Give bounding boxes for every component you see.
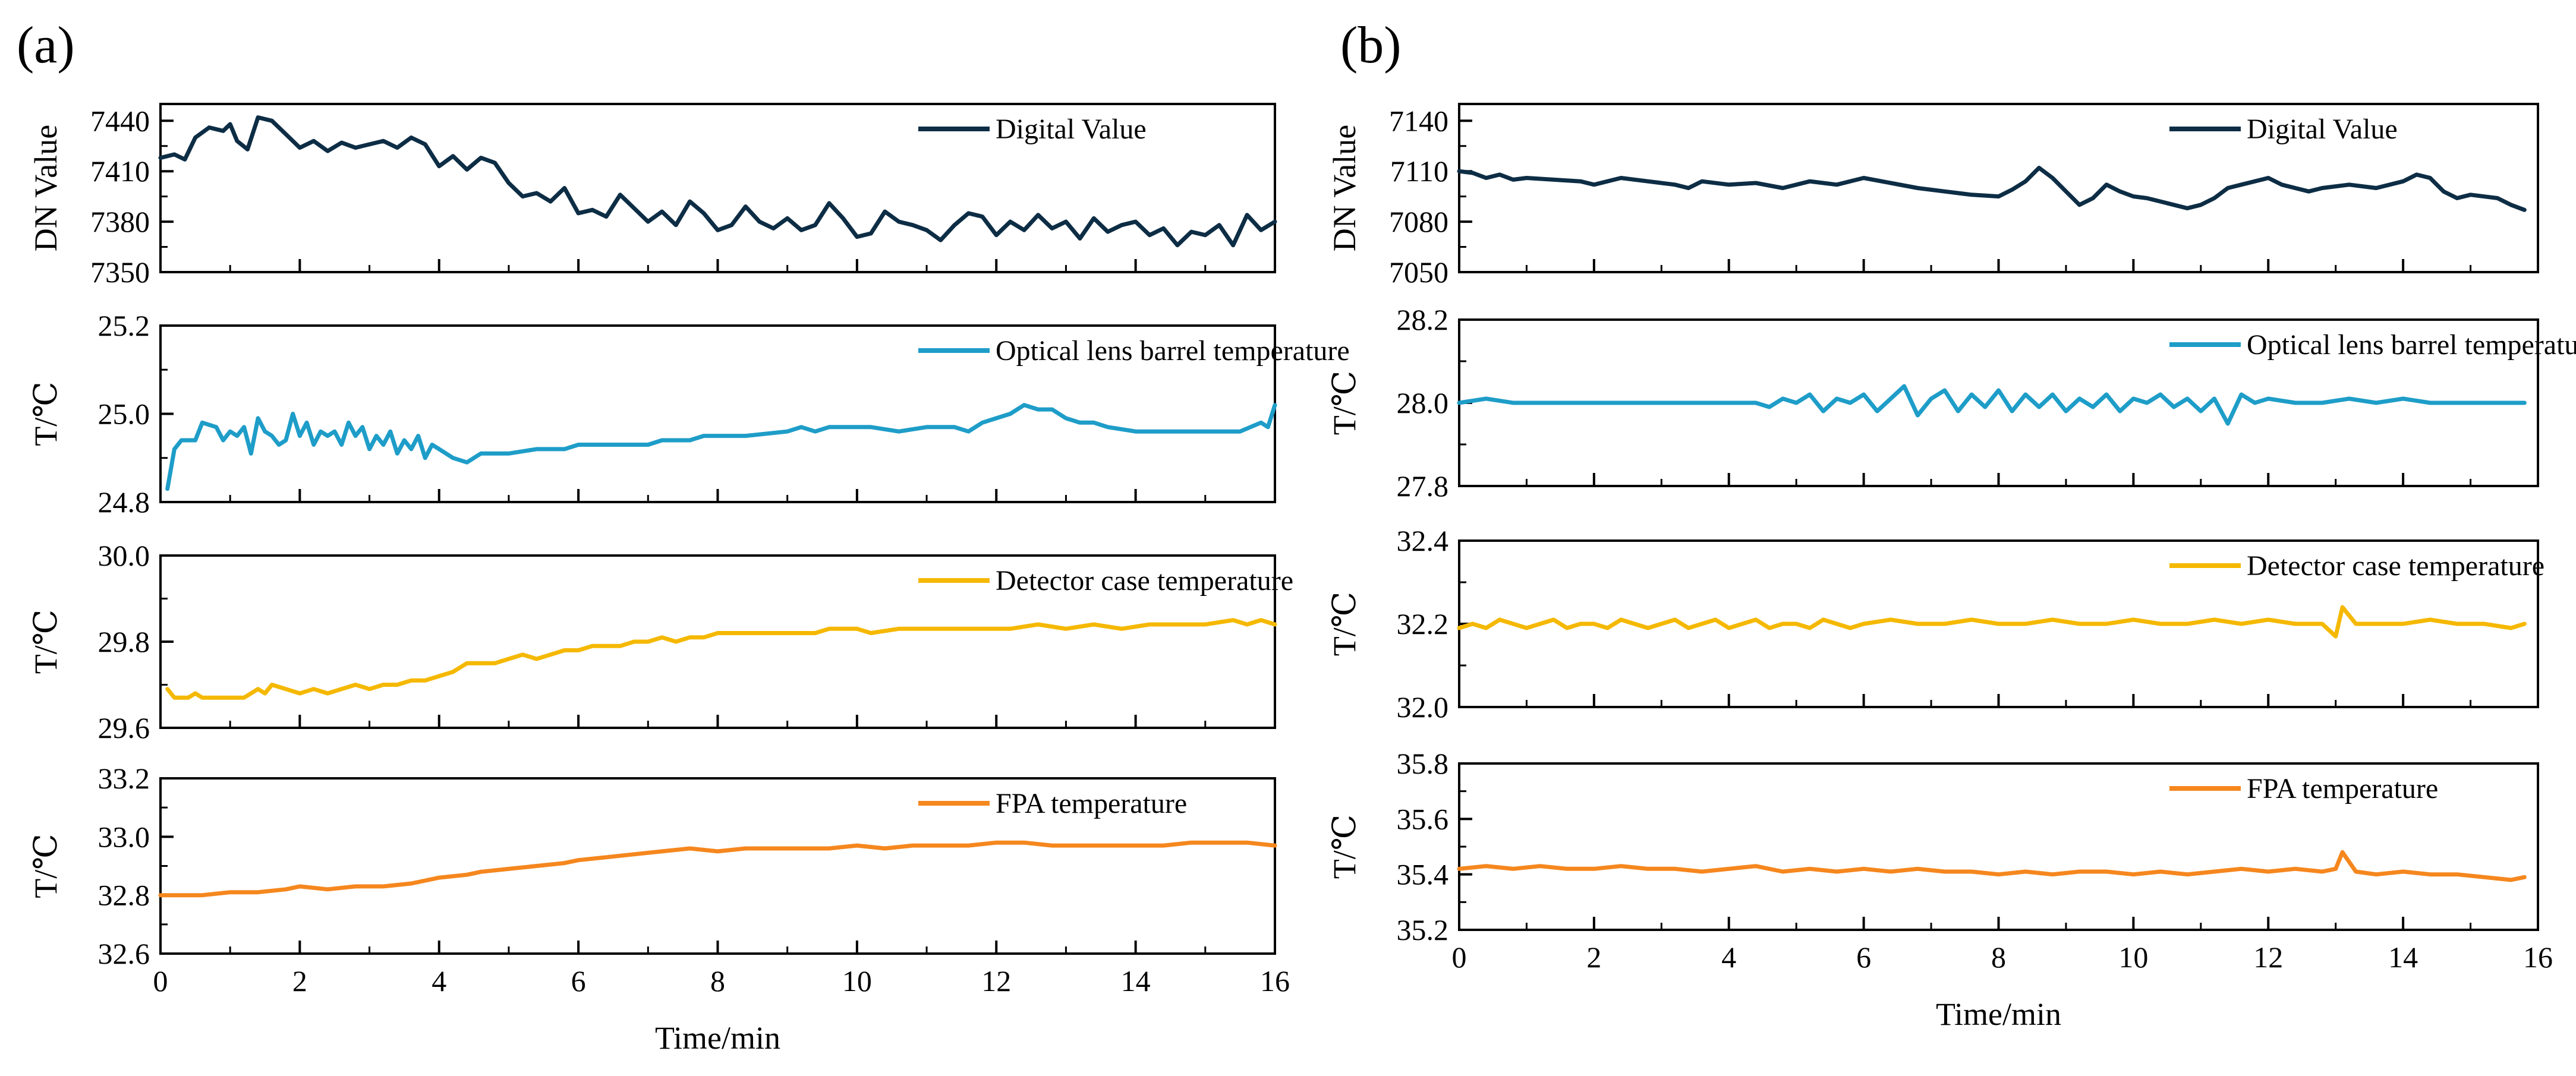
y-tick-label: 35.6 — [1397, 802, 1449, 835]
y-axis-label: T/℃ — [1327, 592, 1362, 656]
y-axis-label: DN Value — [28, 125, 64, 251]
x-tick-label: 2 — [292, 964, 307, 998]
y-tick-label: 32.2 — [1397, 607, 1449, 640]
x-tick-label: 16 — [2523, 941, 2553, 974]
y-tick-label: 25.2 — [98, 309, 150, 342]
y-tick-label: 32.0 — [1397, 690, 1449, 724]
series-line — [1457, 166, 2527, 212]
y-tick-label: 7410 — [90, 154, 150, 188]
y-tick-label: 35.2 — [1397, 913, 1449, 946]
y-tick-label: 7350 — [90, 255, 150, 289]
y-tick-label: 24.8 — [98, 485, 150, 519]
y-tick-label: 35.8 — [1397, 747, 1449, 780]
panel-label: (a) — [17, 17, 75, 74]
x-tick-label: 12 — [981, 964, 1011, 998]
y-tick-label: 29.6 — [98, 711, 150, 744]
y-tick-label: 33.2 — [98, 762, 150, 795]
panel-b: (b) 7050 7080 7110 7140 DN Value Digital Value… — [1327, 17, 2576, 1032]
x-tick-label: 2 — [1586, 941, 1601, 974]
x-tick-label: 8 — [710, 964, 725, 998]
y-tick-label: 7110 — [1390, 154, 1448, 188]
legend-label: Optical lens barrel temperature — [2247, 329, 2576, 361]
subplot-3: 29.6 29.8 30.0 T/℃ Detector case temperature — [28, 539, 1293, 744]
x-tick-label: 0 — [153, 964, 168, 998]
series-line — [1457, 384, 2527, 426]
series-line — [1457, 850, 2527, 882]
y-tick-label: 28.2 — [1397, 303, 1449, 336]
panel-a: (a) 7350 7380 7410 7440 DN Value Digital Value… — [17, 17, 1350, 1056]
y-tick-label: 33.0 — [98, 820, 150, 853]
subplot-3: 32.0 32.2 32.4 T/℃ Detector case temperature — [1327, 524, 2544, 724]
legend-label: Digital Value — [2247, 113, 2398, 145]
y-tick-label: 7050 — [1389, 255, 1448, 289]
y-tick-label: 32.4 — [1397, 524, 1449, 557]
x-axis-label: Time/min — [1936, 996, 2061, 1032]
series-line — [165, 618, 1277, 700]
x-tick-label: 12 — [2253, 941, 2283, 974]
y-tick-label: 30.0 — [98, 539, 150, 572]
x-tick-label: 10 — [842, 964, 872, 998]
legend-label: FPA temperature — [996, 788, 1187, 819]
legend-label: Detector case temperature — [2247, 550, 2544, 582]
x-tick-label: 6 — [571, 964, 586, 998]
y-tick-label: 29.8 — [98, 625, 150, 658]
subplot-4: 35.2 35.4 35.6 35.8 0 2 4 6 8 10 12 14 16 T/℃ FPA temp… — [1327, 747, 2553, 974]
subplot-1: 7350 7380 7410 7440 DN Value Digital Value — [28, 103, 1277, 289]
series-line — [158, 115, 1277, 248]
x-tick-label: 4 — [432, 964, 446, 998]
y-tick-label: 7440 — [90, 104, 150, 137]
x-tick-label: 14 — [2388, 941, 2418, 974]
subplot-4: 32.6 32.8 33.0 33.2 0 2 4 6 8 10 12 14 16 T/℃ FPA temp… — [28, 762, 1290, 998]
x-tick-label: 8 — [1991, 941, 2006, 974]
series-line — [158, 840, 1277, 898]
y-axis-label: T/℃ — [1327, 371, 1362, 435]
x-tick-label: 4 — [1721, 941, 1736, 974]
y-tick-label: 7380 — [90, 205, 150, 238]
y-tick-label: 35.4 — [1397, 858, 1449, 891]
legend-label: FPA temperature — [2247, 773, 2438, 804]
y-tick-label: 28.0 — [1397, 386, 1449, 419]
y-axis-label: DN Value — [1327, 125, 1362, 251]
y-axis-label: T/℃ — [28, 610, 64, 674]
y-axis-label: T/℃ — [28, 834, 64, 898]
series-line — [1457, 605, 2527, 639]
x-axis-label: Time/min — [655, 1020, 780, 1056]
x-tick-label: 16 — [1260, 964, 1290, 998]
y-tick-label: 25.0 — [98, 397, 150, 431]
legend-label: Optical lens barrel temperature — [996, 335, 1350, 367]
legend-label: Digital Value — [996, 113, 1147, 145]
y-tick-label: 27.8 — [1397, 469, 1449, 503]
x-tick-label: 0 — [1452, 941, 1467, 974]
legend-label: Detector case temperature — [996, 565, 1293, 597]
y-axis-label: T/℃ — [28, 381, 64, 446]
y-tick-label: 7140 — [1389, 104, 1448, 137]
y-tick-label: 32.6 — [98, 937, 150, 970]
y-axis-label: T/℃ — [1327, 815, 1362, 879]
subplot-1: 7050 7080 7110 7140 DN Value Digital Value — [1327, 103, 2539, 289]
panel-label: (b) — [1340, 17, 1402, 74]
subplot-2: 27.8 28.0 28.2 T/℃ Optical lens barrel tempe… — [1327, 303, 2576, 503]
subplot-2: 24.8 25.0 25.2 T/℃ Optical lens barrel tempe… — [28, 309, 1350, 519]
series-line — [165, 403, 1277, 491]
y-tick-label: 7080 — [1389, 205, 1448, 238]
x-tick-label: 14 — [1121, 964, 1151, 998]
y-tick-label: 32.8 — [98, 879, 150, 912]
x-tick-label: 6 — [1856, 941, 1871, 974]
x-tick-label: 10 — [2118, 941, 2148, 974]
